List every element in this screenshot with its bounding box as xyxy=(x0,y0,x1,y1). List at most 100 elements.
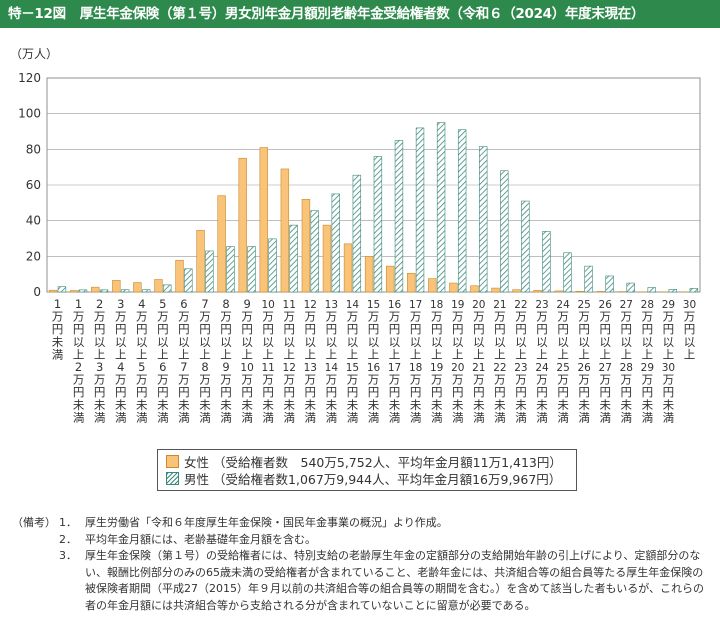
female-detail: （受給権者数 540万5,752人、平均年金月額11万1,413円） xyxy=(213,455,562,470)
x-tick-label: 29 万円以上 30 万円未満 xyxy=(662,299,675,424)
male-bar xyxy=(373,156,383,293)
female-bar xyxy=(259,147,268,293)
male-bar xyxy=(163,284,172,293)
male-bar xyxy=(205,250,214,293)
x-tick-label: 9 万円以上 10 万円未満 xyxy=(240,297,253,424)
x-tick-label: 16 万円以上 17 万円未満 xyxy=(388,299,402,424)
x-tick-label: 4 万円以上 5 万円未満 xyxy=(136,297,148,424)
x-tick-label: 27 万円以上 28 万円未満 xyxy=(620,299,633,424)
female-bar xyxy=(112,280,121,293)
male-bar xyxy=(120,289,130,293)
y-tick-label: 80 xyxy=(26,142,41,156)
y-tick-label: 40 xyxy=(26,214,41,228)
male-bar xyxy=(563,252,572,293)
female-bar xyxy=(533,290,542,293)
notes: （備考） 1． 厚生労働省「令和６年度厚生年金保険・国民年金事業の概況」より作成… xyxy=(12,515,712,614)
female-bar xyxy=(385,265,395,293)
y-axis-label: （万人） xyxy=(10,47,58,61)
note-text: 平均年金月額には、老齢基礎年金月額を含む。 xyxy=(85,532,316,546)
female-bar xyxy=(301,198,311,293)
female-bar xyxy=(575,290,584,293)
male-bar xyxy=(331,193,340,293)
female-bar xyxy=(175,259,184,293)
female-bar xyxy=(512,289,521,293)
male-bar xyxy=(184,268,193,293)
male-bar xyxy=(521,200,530,293)
x-tick-label: 3 万円以上 4 万円未満 xyxy=(115,297,127,424)
y-tick-label: 100 xyxy=(18,107,41,121)
male-bar xyxy=(479,146,488,293)
male-bar xyxy=(99,289,109,293)
male-bar xyxy=(647,287,656,293)
note-number: 2． xyxy=(59,532,77,546)
female-bar xyxy=(407,272,416,293)
note-row-3: 3． 厚生年金保険（第１号）の受給権者には、特別支給の老齢厚生年金の定額部分の支… xyxy=(12,548,712,614)
x-tick-label: 5 万円以上 6 万円未満 xyxy=(157,297,169,424)
female-bar xyxy=(343,243,353,293)
x-tick-label: 26 万円以上 27 万円未満 xyxy=(599,299,613,424)
note-text: 厚生年金保険（第１号）の受給権者には、特別支給の老齢厚生年金の定額部分の支給開始… xyxy=(85,549,705,612)
female-bar xyxy=(280,168,290,293)
x-tick-label: 30 万円以上 xyxy=(683,299,696,361)
x-tick-label: 1 万円未満 xyxy=(52,297,64,361)
male-bar xyxy=(605,275,614,293)
x-tick-label: 15 万円以上 16 万円未満 xyxy=(367,299,381,424)
x-tick-label: 12 万円以上 13 万円未満 xyxy=(304,299,317,424)
legend-item-male: 男性 （受給権者数1,067万9,944人、平均年金月額16万9,967円） xyxy=(166,470,568,487)
note-text: 厚生労働省「令和６年度厚生年金保険・国民年金事業の概況」より作成。 xyxy=(85,516,448,529)
x-tick-label: 25 万円以上 26 万円未満 xyxy=(577,299,591,424)
female-bar xyxy=(133,282,142,293)
female-swatch xyxy=(166,455,179,468)
female-bar xyxy=(491,287,500,293)
male-swatch xyxy=(166,472,179,485)
bar-chart: （万人） 0 20 40 60 80 100 120 1 万円未満 1 万円以上 2 万円未満 2 万円以… xyxy=(10,47,701,424)
x-tick-label: 6 万円以上 7 万円未満 xyxy=(178,297,190,424)
x-tick-label: 20 万円以上 21 万円未満 xyxy=(472,299,485,424)
female-bar xyxy=(470,285,479,293)
female-bar xyxy=(449,282,458,293)
x-tick-label: 13 万円以上 14 万円未満 xyxy=(325,299,339,424)
male-bar xyxy=(584,265,593,293)
female-bar xyxy=(70,290,79,293)
male-bar xyxy=(57,286,67,293)
male-bar xyxy=(500,170,509,293)
x-tick-label: 11 万円以上 12 万円未満 xyxy=(283,299,296,424)
male-bar xyxy=(436,122,446,293)
x-tick-label: 1 万円以上 2 万円未満 xyxy=(73,297,85,424)
y-tick-label: 0 xyxy=(33,285,41,299)
male-bar xyxy=(289,224,298,293)
x-tick-label: 23 万円以上 24 万円未満 xyxy=(535,299,549,424)
figure-title-text: 厚生年金保険（第１号）男女別年金月額別老齢年金受給権者数（令和６（2024）年度… xyxy=(79,6,645,22)
male-bar xyxy=(268,238,277,293)
male-bar xyxy=(310,210,319,293)
y-tick-label: 120 xyxy=(18,71,41,85)
x-tick-label: 2 万円以上 3 万円未満 xyxy=(94,297,106,424)
x-tick-label: 21 万円以上 22 万円未満 xyxy=(493,299,506,424)
female-bar xyxy=(596,291,606,293)
x-tick-label: 17 万円以上 18 万円未満 xyxy=(409,299,422,424)
male-bar xyxy=(415,127,425,293)
male-bar xyxy=(542,231,551,293)
x-tick-label: 14 万円以上 15 万円未満 xyxy=(346,299,360,424)
female-bar xyxy=(217,195,226,293)
male-bar xyxy=(352,174,362,293)
male-bar xyxy=(247,246,256,293)
male-bar xyxy=(394,140,404,293)
male-bar xyxy=(226,246,235,293)
female-bar xyxy=(48,289,58,293)
male-bar xyxy=(668,289,678,293)
female-bar xyxy=(91,286,100,293)
female-bar xyxy=(364,256,374,293)
legend-item-female: 女性 （受給権者数 540万5,752人、平均年金月額11万1,413円） xyxy=(166,453,568,470)
figure-title: 特－12図 厚生年金保険（第１号）男女別年金月額別老齢年金受給権者数（令和６（20… xyxy=(0,0,720,28)
x-tick-label: 7 万円以上 8 万円未満 xyxy=(199,297,211,424)
x-tick-label: 24 万円以上 25 万円未満 xyxy=(556,299,570,424)
male-bar xyxy=(457,129,467,293)
male-detail: （受給権者数1,067万9,944人、平均年金月額16万9,967円） xyxy=(213,472,562,487)
female-bar xyxy=(196,230,205,293)
male-bar xyxy=(626,282,635,293)
note-number: 1． xyxy=(59,516,77,529)
note-row-1: （備考） 1． 厚生労働省「令和６年度厚生年金保険・国民年金事業の概況」より作成… xyxy=(12,515,712,532)
legend: 女性 （受給権者数 540万5,752人、平均年金月額11万1,413円） 男性… xyxy=(157,449,577,491)
x-tick-label: 22 万円以上 23 万円未満 xyxy=(514,299,527,424)
